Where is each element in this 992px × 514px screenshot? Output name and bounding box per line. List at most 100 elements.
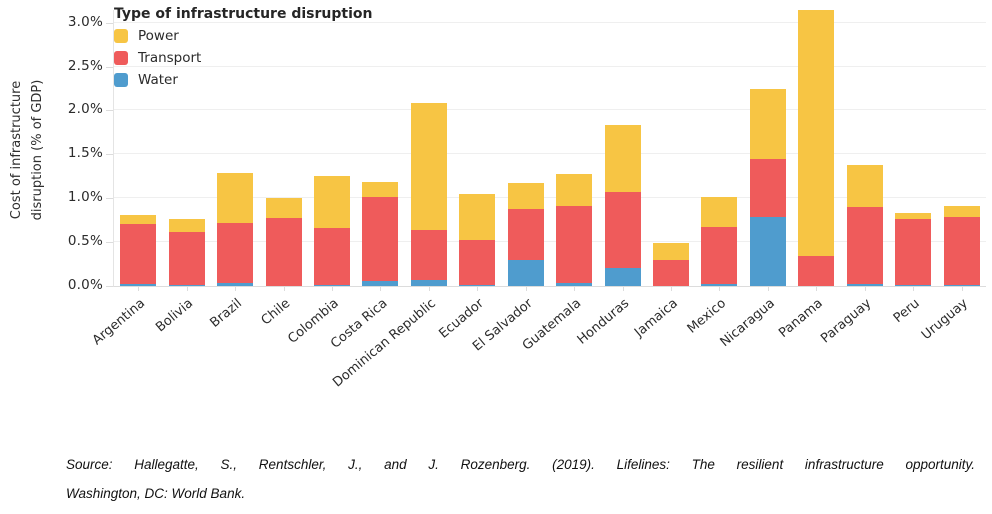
bar-segment-transport: [410, 229, 447, 280]
y-tick-mark: [106, 286, 113, 287]
legend-label-water: Water: [138, 72, 178, 88]
bar-segment-transport: [556, 206, 593, 284]
bar-segment-transport: [459, 239, 496, 286]
bar-segment-transport: [895, 219, 932, 286]
y-tick-mark: [106, 242, 113, 244]
bar-brazil: [217, 172, 254, 286]
bar-segment-transport: [168, 232, 205, 286]
bar-slot-costa-rica: Costa Rica: [328, 10, 404, 352]
legend-item-transport: Transport: [114, 50, 372, 66]
bar-segment-water: [943, 285, 980, 286]
bars-container: Argentina Bolivia Brazil Chile Colombia Costa…: [90, 9, 986, 391]
x-tick-mark: [671, 286, 673, 291]
x-axis-label: Paraguay: [818, 296, 875, 347]
bar-costa-rica: [362, 182, 399, 286]
bar-slot-honduras: Honduras: [575, 10, 646, 348]
bar-slot-dominican-republic: Dominican Republic: [330, 10, 453, 391]
y-tick-label: 2.0%: [67, 101, 103, 118]
power-swatch-icon: [114, 29, 128, 43]
x-tick-mark: [283, 286, 285, 291]
bar-paraguay: [846, 164, 883, 286]
bar-slot-ecuador: Ecuador: [437, 10, 501, 342]
bar-segment-transport: [313, 228, 350, 286]
y-tick-mark: [106, 66, 113, 68]
legend-label-transport: Transport: [138, 50, 202, 66]
y-tick-mark: [106, 198, 113, 200]
x-tick-mark: [428, 286, 430, 291]
transport-swatch-icon: [114, 51, 128, 65]
bar-segment-power: [653, 243, 690, 260]
bar-slot-chile: Chile: [259, 10, 307, 328]
x-tick-mark: [186, 286, 188, 291]
legend-item-water: Water: [114, 72, 372, 88]
x-tick-mark: [525, 286, 527, 291]
bar-segment-transport: [265, 217, 302, 286]
bar-ecuador: [459, 193, 496, 286]
bar-segment-water: [701, 284, 738, 286]
x-tick-mark: [574, 286, 576, 291]
bar-segment-transport: [846, 207, 883, 285]
bar-segment-power: [313, 176, 350, 229]
y-tick-mark: [106, 110, 113, 112]
bar-dominican-republic: [410, 102, 447, 286]
bar-segment-power: [701, 196, 738, 228]
bar-slot-mexico: Mexico: [685, 10, 743, 337]
bar-segment-power: [362, 182, 399, 197]
x-tick-mark: [477, 286, 479, 291]
bar-segment-water: [120, 284, 157, 286]
bar-segment-transport: [798, 256, 835, 286]
y-tick-mark: [106, 154, 113, 156]
y-tick-label: 3.0%: [67, 13, 103, 30]
x-axis-label: Mexico: [684, 296, 730, 337]
bar-slot-argentina: Argentina: [90, 10, 162, 348]
bar-segment-power: [749, 89, 786, 159]
bar-segment-water: [313, 285, 350, 286]
bar-segment-power: [895, 213, 932, 220]
bar-segment-water: [362, 280, 399, 286]
water-swatch-icon: [114, 73, 128, 87]
bar-segment-water: [749, 216, 786, 286]
y-tick-label: 0.5%: [67, 233, 103, 250]
bar-segment-water: [459, 285, 496, 286]
source-citation-line1: Source: Hallegatte, S., Rentschler, J., …: [66, 457, 975, 472]
x-tick-mark: [331, 286, 333, 291]
bar-slot-el-salvador: El Salvador: [470, 10, 550, 354]
x-tick-mark: [719, 286, 721, 291]
bar-peru: [895, 213, 932, 286]
x-axis-label: Chile: [258, 296, 294, 329]
source-citation-line2: Washington, DC: World Bank.: [66, 486, 246, 501]
bar-segment-power: [265, 198, 302, 218]
bar-slot-peru: Peru: [889, 10, 937, 326]
bar-segment-power: [943, 206, 980, 217]
bar-mexico: [701, 196, 738, 286]
y-axis-title-line2: disruption (% of GDP): [30, 79, 45, 221]
bar-slot-guatemala: Guatemala: [519, 10, 598, 354]
gridline-0.5%: [114, 241, 986, 243]
bar-segment-power: [798, 9, 835, 257]
bar-segment-water: [846, 284, 883, 286]
x-axis-label: Honduras: [574, 296, 633, 348]
y-tick-mark: [106, 22, 113, 24]
bar-segment-water: [895, 285, 932, 286]
bar-slot-jamaica: Jamaica: [632, 10, 695, 340]
bar-segment-water: [217, 283, 254, 286]
bar-nicaragua: [749, 89, 786, 286]
gridline-3.0%: [114, 21, 986, 23]
bar-segment-transport: [604, 192, 641, 268]
y-axis-title: Cost of infrastructure disruption (% of …: [6, 0, 50, 300]
bar-segment-water: [168, 285, 205, 286]
bar-segment-transport: [120, 223, 157, 285]
bar-segment-transport: [701, 227, 738, 285]
y-tick-label: 0.0%: [67, 277, 103, 293]
bar-segment-water: [507, 259, 544, 286]
bar-segment-power: [846, 164, 883, 208]
plot-area: Argentina Bolivia Brazil Chile Colombia Costa…: [90, 9, 986, 391]
y-tick-label: 2.5%: [67, 57, 103, 74]
bar-segment-water: [604, 267, 641, 286]
x-axis-label: Uruguay: [919, 296, 972, 344]
x-tick-mark: [864, 286, 866, 291]
bar-slot-paraguay: Paraguay: [818, 10, 889, 346]
bar-segment-power: [410, 102, 447, 230]
gridline-1.5%: [114, 153, 986, 155]
source-citation: Source: Hallegatte, S., Rentschler, J., …: [66, 450, 975, 508]
